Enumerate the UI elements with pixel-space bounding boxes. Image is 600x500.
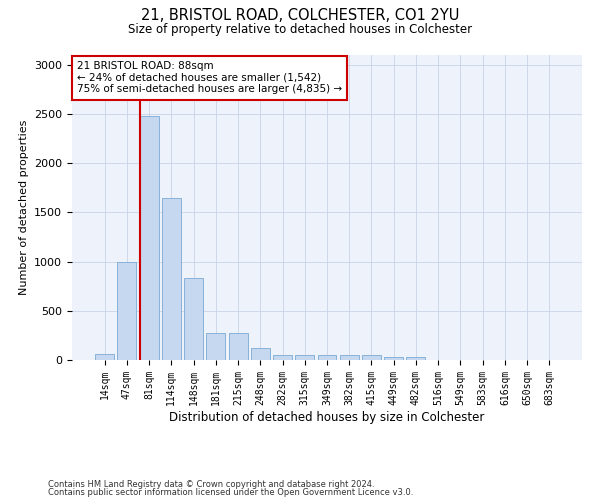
Bar [317,355,337,360]
Bar [162,198,181,360]
Bar [118,262,136,360]
Bar [95,354,114,360]
Bar [251,348,270,360]
Bar [273,354,292,360]
Bar [340,354,359,360]
Y-axis label: Number of detached properties: Number of detached properties [19,120,29,295]
Text: 21 BRISTOL ROAD: 88sqm
← 24% of detached houses are smaller (1,542)
75% of semi-: 21 BRISTOL ROAD: 88sqm ← 24% of detached… [77,61,342,94]
Bar [229,333,248,360]
Bar [184,278,203,360]
Bar [362,355,381,360]
Text: Size of property relative to detached houses in Colchester: Size of property relative to detached ho… [128,22,472,36]
Bar [384,356,403,360]
Text: 21, BRISTOL ROAD, COLCHESTER, CO1 2YU: 21, BRISTOL ROAD, COLCHESTER, CO1 2YU [141,8,459,22]
Bar [140,116,158,360]
Bar [295,354,314,360]
Text: Contains HM Land Registry data © Crown copyright and database right 2024.: Contains HM Land Registry data © Crown c… [48,480,374,489]
X-axis label: Distribution of detached houses by size in Colchester: Distribution of detached houses by size … [169,410,485,424]
Bar [206,333,225,360]
Bar [406,357,425,360]
Text: Contains public sector information licensed under the Open Government Licence v3: Contains public sector information licen… [48,488,413,497]
